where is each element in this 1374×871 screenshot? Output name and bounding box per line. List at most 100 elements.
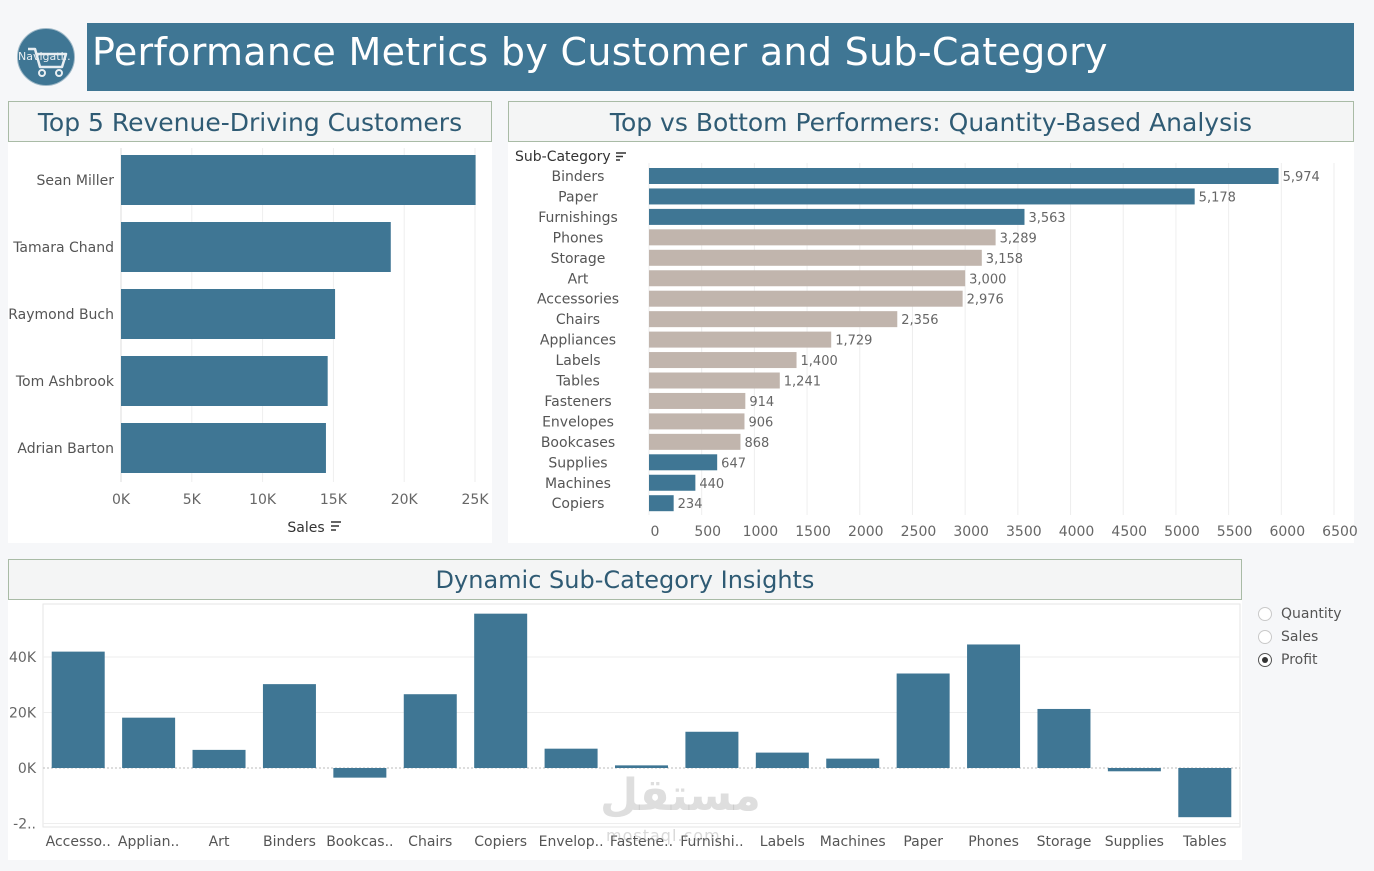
category-label: Bookcases bbox=[541, 435, 615, 451]
x-axis-title: Sales bbox=[287, 520, 324, 536]
radio-button-icon[interactable] bbox=[1258, 607, 1272, 621]
bar bbox=[649, 270, 966, 287]
shopping-cart-icon bbox=[28, 47, 68, 77]
x-tick-label: 15K bbox=[320, 492, 348, 508]
category-label: Paper bbox=[903, 834, 943, 850]
category-label: Furnishi.. bbox=[680, 834, 743, 850]
x-tick-label: 5500 bbox=[1217, 524, 1253, 540]
category-label: Chairs bbox=[556, 312, 600, 328]
bar bbox=[649, 229, 996, 246]
bar bbox=[649, 249, 982, 266]
y-tick-label: -2.. bbox=[13, 817, 36, 833]
bar bbox=[896, 673, 950, 768]
row-header: Sub-Category bbox=[515, 149, 611, 165]
radio-button-icon[interactable] bbox=[1258, 630, 1272, 644]
bar bbox=[121, 356, 328, 406]
radio-label-quantity: Quantity bbox=[1281, 606, 1342, 622]
category-label: Phones bbox=[553, 230, 604, 246]
bar bbox=[649, 331, 832, 348]
x-tick-label: 3500 bbox=[1006, 524, 1042, 540]
bar bbox=[649, 392, 746, 409]
bar bbox=[403, 694, 457, 768]
data-label: 234 bbox=[678, 497, 703, 512]
x-tick-label: 4500 bbox=[1111, 524, 1147, 540]
bar bbox=[121, 289, 336, 339]
bar bbox=[121, 155, 476, 205]
radio-quantity[interactable]: Quantity bbox=[1258, 604, 1342, 624]
x-tick-label: 3000 bbox=[953, 524, 989, 540]
data-label: 914 bbox=[749, 395, 774, 410]
data-label: 3,289 bbox=[1000, 231, 1037, 246]
category-label: Adrian Barton bbox=[17, 441, 114, 457]
watermark-url: mostaql.com bbox=[606, 826, 721, 845]
radio-profit[interactable]: Profit bbox=[1258, 650, 1318, 670]
x-tick-label: 6500 bbox=[1322, 524, 1358, 540]
category-label: Binders bbox=[552, 169, 605, 185]
bar bbox=[51, 651, 105, 768]
bar bbox=[649, 168, 1279, 184]
category-label: Supplies bbox=[1105, 834, 1164, 850]
data-label: 647 bbox=[721, 456, 746, 471]
radio-sales[interactable]: Sales bbox=[1258, 627, 1318, 647]
bar bbox=[649, 372, 780, 389]
bar bbox=[121, 222, 391, 272]
bar bbox=[755, 752, 809, 768]
bar bbox=[649, 433, 741, 450]
x-tick-label: 10K bbox=[249, 492, 277, 508]
category-label: Binders bbox=[263, 834, 316, 850]
bar bbox=[262, 684, 316, 768]
x-tick-label: 0 bbox=[651, 524, 660, 540]
category-label: Labels bbox=[760, 834, 805, 850]
category-label: Machines bbox=[820, 834, 886, 850]
title-banner bbox=[87, 23, 1354, 91]
watermark-logo: مستقل bbox=[600, 770, 761, 821]
customers-bar-chart: 0K 5K 10K 15K 20K 25K Sean Miller Tamara Chand R… bbox=[8, 148, 490, 536]
subcategory-bar-chart: 0 500 1000 1500 2000 2500 3000 3500 4000 4500 5000… bbox=[515, 149, 1358, 540]
category-label: Tom Ashbrook bbox=[15, 374, 115, 390]
data-label: 5,974 bbox=[1283, 170, 1320, 185]
category-label: Phones bbox=[968, 834, 1019, 850]
insights-bar-chart: 40K 20K 0K -2.. Accesso.. Applian.. Art Binders… bbox=[9, 603, 1241, 850]
category-label: Envelop.. bbox=[539, 834, 604, 850]
category-label: Appliances bbox=[540, 333, 616, 349]
page-title: Performance Metrics by Customer and Sub-… bbox=[92, 30, 1108, 74]
x-tick-label: 1500 bbox=[795, 524, 831, 540]
category-label: Copiers bbox=[474, 834, 527, 850]
category-label: Applian.. bbox=[118, 834, 179, 850]
bar bbox=[1037, 708, 1091, 768]
category-label: Art bbox=[568, 271, 589, 287]
x-tick-label: 2500 bbox=[901, 524, 937, 540]
bar bbox=[649, 474, 696, 491]
category-label: Accesso.. bbox=[46, 834, 111, 850]
bar bbox=[615, 765, 668, 768]
x-tick-label: 2000 bbox=[848, 524, 884, 540]
category-label: Machines bbox=[545, 476, 611, 492]
y-tick-label: 20K bbox=[9, 706, 37, 722]
x-tick-label: 1000 bbox=[743, 524, 779, 540]
data-label: 906 bbox=[748, 415, 773, 430]
category-label: Paper bbox=[558, 189, 598, 205]
category-label: Accessories bbox=[537, 292, 619, 308]
x-tick-label: 0K bbox=[112, 492, 131, 508]
category-label: Raymond Buch bbox=[8, 307, 114, 323]
data-label: 3,563 bbox=[1028, 211, 1065, 226]
navigation-button[interactable] bbox=[17, 28, 75, 86]
category-label: Labels bbox=[555, 353, 600, 369]
category-label: Tables bbox=[555, 374, 600, 390]
bar bbox=[649, 188, 1195, 205]
bar bbox=[649, 413, 745, 430]
x-tick-label: 25K bbox=[462, 492, 490, 508]
insights-panel bbox=[8, 600, 1242, 860]
category-label: Tamara Chand bbox=[12, 240, 114, 256]
bar bbox=[121, 423, 326, 473]
category-label: Storage bbox=[1037, 834, 1092, 850]
radio-label-sales: Sales bbox=[1281, 629, 1319, 645]
bar bbox=[122, 717, 176, 768]
data-label: 2,976 bbox=[967, 293, 1004, 308]
category-label: Bookcas.. bbox=[326, 834, 393, 850]
radio-button-selected-icon[interactable] bbox=[1258, 653, 1272, 667]
bar bbox=[649, 311, 898, 328]
x-tick-label: 4000 bbox=[1059, 524, 1095, 540]
data-label: 5,178 bbox=[1199, 190, 1236, 205]
bar bbox=[474, 613, 528, 768]
